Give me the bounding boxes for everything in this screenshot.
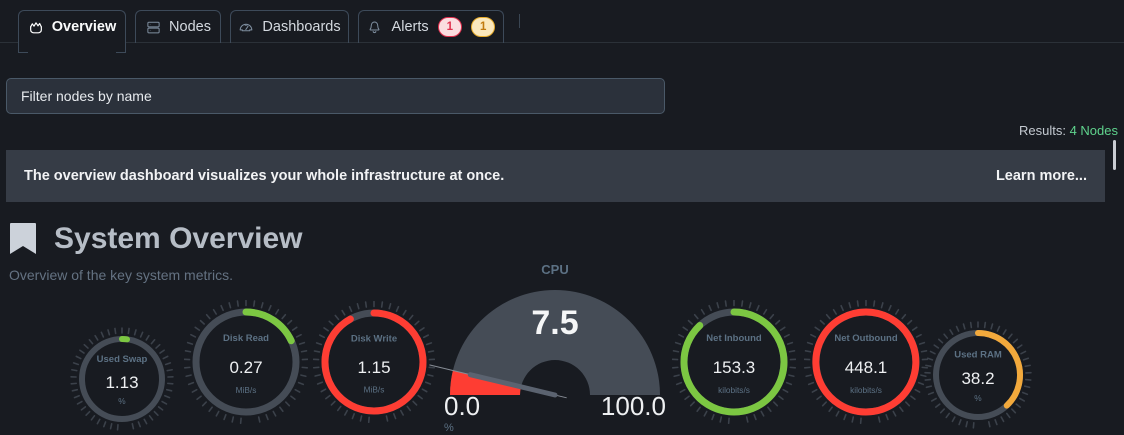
svg-text:1.13: 1.13 [105, 373, 138, 392]
svg-text:CPU: CPU [541, 265, 568, 277]
svg-text:1.15: 1.15 [357, 357, 390, 376]
svg-text:Used RAM: Used RAM [954, 349, 1002, 360]
svg-text:MiB/s: MiB/s [236, 385, 257, 395]
svg-text:%: % [444, 422, 454, 434]
svg-text:kilobits/s: kilobits/s [718, 385, 750, 395]
svg-text:Disk Write: Disk Write [351, 333, 397, 344]
svg-text:100.0: 100.0 [601, 391, 666, 421]
svg-text:0.0: 0.0 [444, 391, 480, 421]
svg-text:Net Outbound: Net Outbound [834, 333, 898, 344]
svg-text:7.5: 7.5 [531, 304, 578, 342]
svg-text:Disk Read: Disk Read [223, 333, 269, 344]
svg-text:448.1: 448.1 [845, 358, 888, 377]
svg-text:%: % [118, 396, 126, 406]
svg-text:%: % [974, 393, 982, 403]
svg-text:0.27: 0.27 [229, 358, 262, 377]
svg-text:Used Swap: Used Swap [97, 354, 148, 365]
svg-text:Net Inbound: Net Inbound [706, 333, 762, 344]
svg-text:kilobits/s: kilobits/s [850, 385, 882, 395]
svg-text:38.2: 38.2 [961, 369, 994, 388]
svg-text:MiB/s: MiB/s [364, 384, 385, 394]
svg-text:153.3: 153.3 [713, 358, 756, 377]
